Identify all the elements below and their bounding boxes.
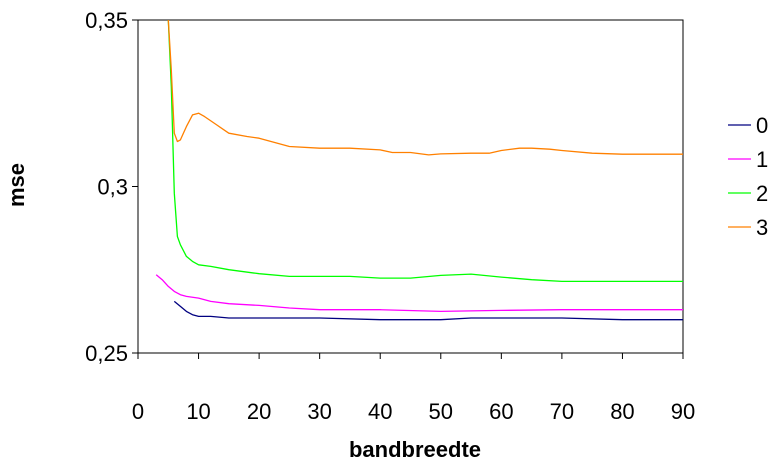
x-tick-label: 0 <box>132 399 144 424</box>
x-tick-label: 80 <box>610 399 634 424</box>
x-tick-label: 10 <box>186 399 210 424</box>
legend-label-2: 2 <box>756 181 768 206</box>
legend-label-0: 0 <box>756 113 768 138</box>
x-axis-title: bandbreedte <box>349 437 481 462</box>
x-tick-label: 60 <box>489 399 513 424</box>
legend-label-1: 1 <box>756 147 768 172</box>
y-tick-label: 0,35 <box>85 8 128 33</box>
series-lines <box>155 19 683 321</box>
series-line-2 <box>167 19 683 283</box>
y-axis: 0,25 0,3 0,35 <box>85 8 138 366</box>
x-tick-label: 50 <box>429 399 453 424</box>
plot-area <box>137 19 684 354</box>
series-line-1 <box>155 274 683 313</box>
legend-label-3: 3 <box>756 215 768 240</box>
x-tick-label: 90 <box>671 399 695 424</box>
plot-frame <box>137 19 684 354</box>
x-tick-label: 70 <box>550 399 574 424</box>
x-tick-label: 30 <box>307 399 331 424</box>
x-axis: 0 10 20 30 40 50 60 70 80 90 <box>132 353 695 424</box>
legend: 0 1 2 3 <box>728 113 768 240</box>
y-tick-label: 0,25 <box>85 341 128 366</box>
series-line-3 <box>167 19 683 156</box>
y-tick-label: 0,3 <box>97 175 128 200</box>
y-axis-title: mse <box>4 163 29 207</box>
x-tick-label: 40 <box>368 399 392 424</box>
series-line-0 <box>173 300 683 321</box>
x-tick-label: 20 <box>247 399 271 424</box>
